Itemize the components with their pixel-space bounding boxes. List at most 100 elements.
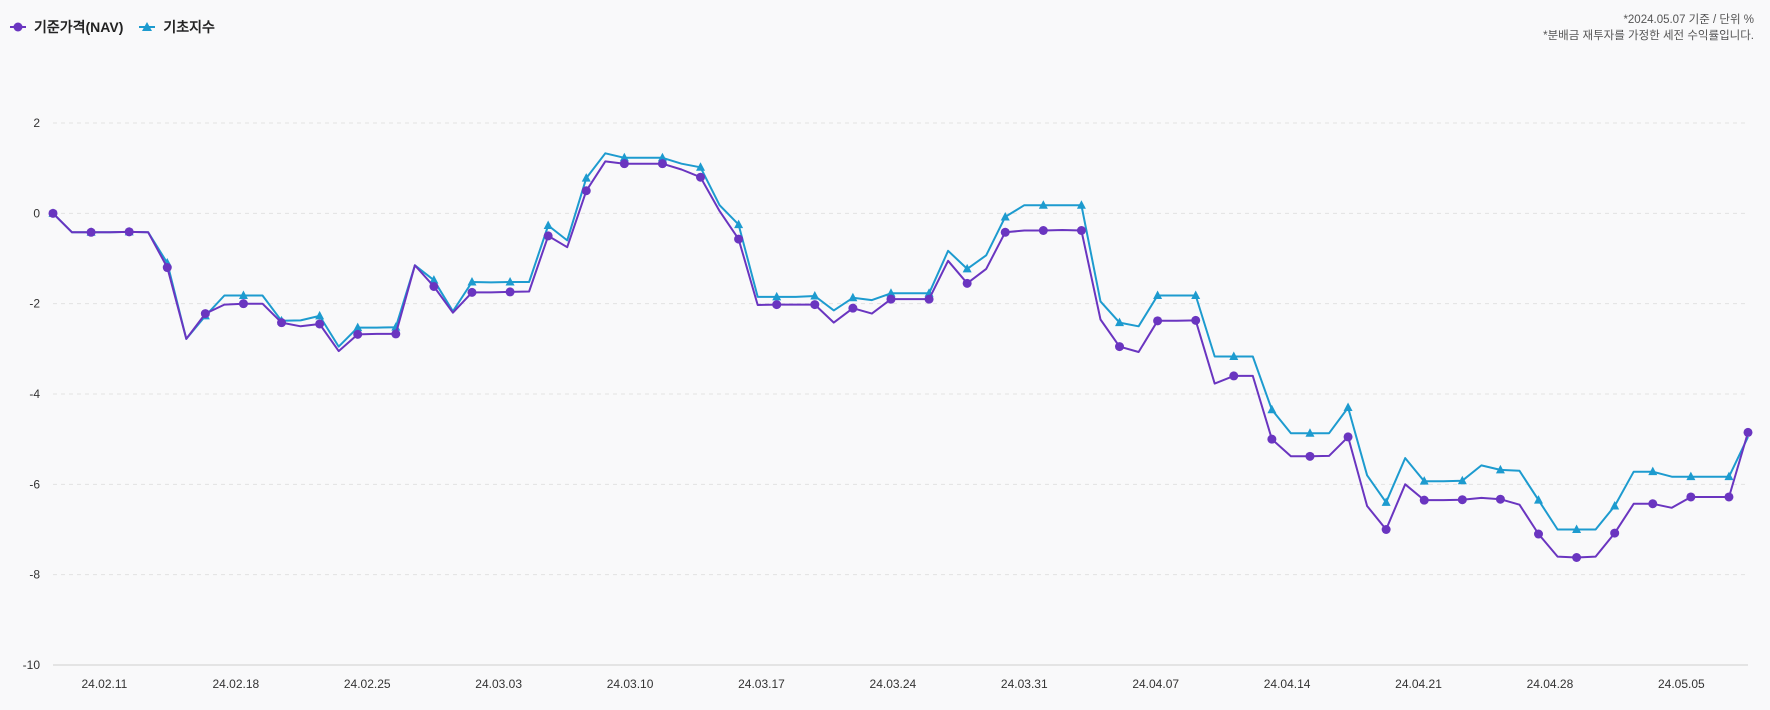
data-point [467, 276, 477, 286]
data-point [238, 290, 248, 300]
x-tick-label: 24.02.25 [344, 677, 391, 691]
data-point [505, 276, 515, 286]
data-point [1534, 529, 1544, 539]
data-point [1419, 476, 1429, 485]
data-point [1153, 316, 1163, 326]
data-point [1038, 200, 1048, 209]
legend-nav-marker-icon [10, 22, 26, 32]
y-tick-label: -10 [23, 658, 41, 672]
data-point [886, 294, 896, 304]
data-point [1038, 225, 1048, 235]
x-tick-label: 24.04.28 [1527, 677, 1574, 691]
y-tick-label: 0 [33, 206, 40, 220]
data-point [353, 329, 363, 339]
data-point [315, 319, 325, 329]
data-point [86, 227, 96, 237]
data-point [1419, 495, 1429, 505]
data-point [1343, 432, 1353, 442]
data-point [886, 288, 896, 297]
data-point [429, 275, 439, 284]
data-point [962, 263, 972, 273]
x-tick-label: 24.04.14 [1264, 677, 1311, 691]
data-point [1267, 434, 1277, 444]
data-point [391, 329, 401, 339]
data-point [924, 294, 934, 304]
data-point [696, 162, 706, 171]
series-nav [48, 159, 1753, 563]
data-point [1000, 211, 1010, 221]
x-tick-label: 24.04.07 [1132, 677, 1179, 691]
series-line [52, 152, 1749, 531]
data-point [1305, 428, 1315, 437]
legend-index-label: 기초지수 [163, 19, 215, 35]
data-point [1686, 471, 1696, 481]
x-tick-label: 24.03.24 [870, 677, 917, 691]
chart-legend: 기준가격(NAV) 기초지수 [10, 17, 215, 37]
y-tick-label: -2 [29, 297, 40, 311]
x-tick-label: 24.03.10 [607, 677, 654, 691]
data-point [1381, 525, 1391, 534]
data-point [581, 186, 591, 196]
data-point [1686, 492, 1696, 502]
y-tick-label: -6 [29, 477, 40, 491]
data-point [1572, 553, 1582, 563]
data-point [1610, 501, 1620, 510]
x-tick-label: 24.03.03 [475, 677, 522, 691]
data-point [1648, 499, 1658, 509]
data-point [48, 208, 58, 218]
data-point [657, 152, 667, 162]
y-tick-label: -4 [29, 387, 40, 401]
data-point [1115, 317, 1125, 327]
data-point [1305, 451, 1315, 461]
data-point [772, 291, 782, 301]
data-point [505, 287, 515, 297]
data-point [124, 227, 134, 237]
data-point [1153, 290, 1163, 300]
data-point [581, 173, 591, 182]
data-point [810, 290, 820, 300]
data-point [543, 220, 553, 230]
x-tick-label: 24.05.05 [1658, 677, 1705, 691]
legend-nav-label: 기준가격(NAV) [34, 19, 124, 35]
data-point [277, 318, 287, 328]
x-tick-label: 24.04.21 [1395, 677, 1442, 691]
data-point [1076, 200, 1086, 209]
x-tick-label: 24.03.17 [738, 677, 785, 691]
legend-item-index[interactable]: 기초지수 [139, 17, 215, 37]
data-point [696, 172, 706, 182]
y-tick-label: 2 [33, 116, 40, 130]
data-point [162, 263, 172, 273]
y-tick-label: -8 [29, 568, 40, 582]
data-point [962, 278, 972, 288]
data-point [848, 292, 858, 302]
data-point [1381, 497, 1391, 506]
note-date-unit: *2024.05.07 기준 / 단위 % [1623, 14, 1754, 26]
data-point [1115, 342, 1125, 352]
data-point [1457, 475, 1467, 485]
data-point [1191, 315, 1201, 325]
data-point [1572, 524, 1582, 533]
data-point [1534, 495, 1544, 504]
data-point [1229, 371, 1239, 381]
data-point [848, 303, 858, 313]
data-point [200, 309, 210, 319]
data-point [429, 282, 439, 292]
data-point [772, 300, 782, 310]
x-tick-label: 24.02.11 [82, 677, 128, 691]
data-point [1267, 404, 1277, 414]
legend-item-nav[interactable]: 기준가격(NAV) [10, 17, 123, 37]
data-point [238, 299, 248, 309]
data-point [1191, 290, 1201, 300]
series-index [48, 152, 1749, 533]
data-point [734, 234, 744, 244]
chart-notes: *2024.05.07 기준 / 단위 % *분배금 재투자를 가정한 세전 수… [1543, 12, 1754, 44]
data-point [1724, 492, 1734, 502]
data-point [657, 159, 667, 169]
series-line [52, 160, 1749, 559]
data-point [1343, 402, 1353, 412]
data-point [543, 231, 553, 241]
data-point [1495, 464, 1505, 474]
x-tick-label: 24.02.18 [212, 677, 259, 691]
data-point [1000, 227, 1010, 237]
